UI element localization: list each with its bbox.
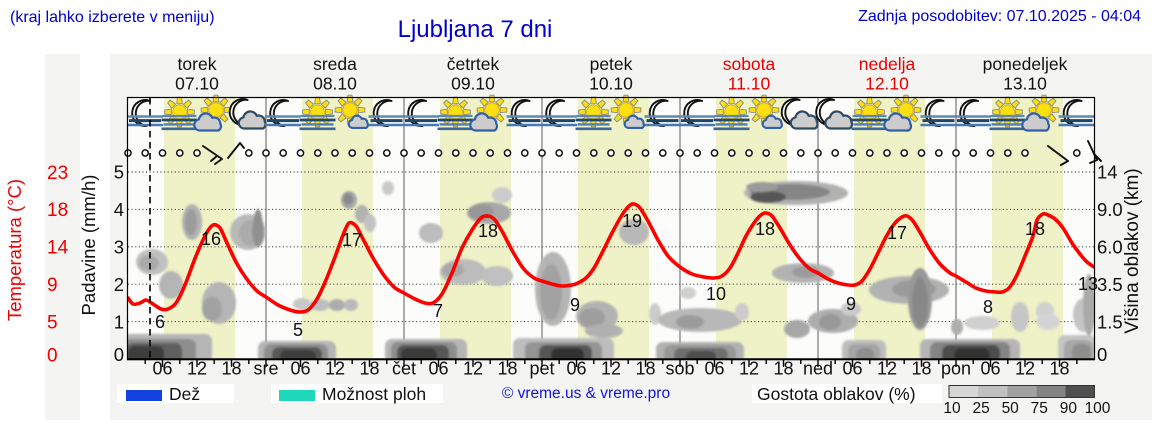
- svg-text:pet: pet: [529, 359, 554, 379]
- svg-text:9: 9: [846, 294, 856, 314]
- svg-text:6: 6: [155, 312, 165, 332]
- svg-text:5: 5: [293, 320, 303, 340]
- svg-text:Temperatura (°C): Temperatura (°C): [4, 179, 25, 321]
- svg-text:Ljubljana 7 dni: Ljubljana 7 dni: [398, 16, 553, 43]
- svg-text:0: 0: [47, 345, 58, 366]
- svg-text:7: 7: [433, 301, 443, 321]
- svg-text:18: 18: [497, 359, 517, 379]
- svg-text:18: 18: [1025, 219, 1045, 239]
- svg-text:18: 18: [47, 200, 68, 221]
- svg-text:5: 5: [47, 312, 58, 333]
- svg-text:9.0: 9.0: [1097, 199, 1123, 220]
- svg-text:3: 3: [114, 237, 124, 258]
- svg-text:90: 90: [1060, 400, 1078, 417]
- svg-text:06: 06: [290, 359, 310, 379]
- svg-text:ponedeljek: ponedeljek: [983, 54, 1068, 74]
- svg-text:čet: čet: [392, 359, 416, 379]
- svg-text:07.10: 07.10: [175, 74, 219, 94]
- svg-text:13: 13: [1078, 274, 1098, 294]
- svg-text:18: 18: [1049, 359, 1069, 379]
- svg-text:18: 18: [359, 359, 379, 379]
- svg-text:9: 9: [47, 275, 58, 296]
- svg-text:Dež: Dež: [169, 384, 200, 404]
- svg-text:1.5: 1.5: [1097, 311, 1123, 332]
- svg-text:nedelja: nedelja: [859, 54, 916, 74]
- svg-text:ned: ned: [803, 359, 833, 379]
- svg-text:(kraj lahko izberete v meniju): (kraj lahko izberete v meniju): [10, 9, 215, 26]
- svg-text:17: 17: [342, 230, 362, 250]
- svg-text:10.10: 10.10: [589, 74, 633, 94]
- svg-text:11.10: 11.10: [728, 74, 771, 94]
- svg-text:25: 25: [972, 400, 989, 417]
- svg-text:75: 75: [1031, 400, 1048, 417]
- svg-text:sreda: sreda: [313, 54, 357, 74]
- svg-text:06: 06: [980, 359, 1000, 379]
- svg-text:18: 18: [635, 359, 655, 379]
- svg-text:18: 18: [755, 219, 775, 239]
- svg-text:16: 16: [201, 229, 221, 249]
- svg-text:2: 2: [114, 274, 124, 295]
- svg-text:Možnost ploh: Možnost ploh: [322, 384, 426, 404]
- svg-text:12.10: 12.10: [865, 74, 909, 94]
- svg-text:08.10: 08.10: [313, 74, 357, 94]
- svg-text:19: 19: [622, 211, 642, 231]
- svg-text:06: 06: [566, 359, 586, 379]
- svg-text:06: 06: [842, 359, 862, 379]
- svg-text:1: 1: [114, 311, 124, 332]
- svg-text:50: 50: [1002, 400, 1020, 417]
- svg-text:3.5: 3.5: [1097, 274, 1123, 295]
- svg-text:06: 06: [428, 359, 448, 379]
- svg-text:14: 14: [1097, 162, 1118, 183]
- svg-text:0: 0: [1097, 344, 1107, 365]
- svg-text:8: 8: [983, 297, 993, 317]
- svg-text:0: 0: [114, 344, 124, 365]
- svg-text:14: 14: [47, 238, 69, 259]
- svg-text:06: 06: [704, 359, 724, 379]
- svg-text:13.10: 13.10: [1003, 74, 1047, 94]
- svg-text:12: 12: [187, 359, 207, 379]
- svg-text:petek: petek: [590, 54, 633, 74]
- svg-text:Zadnja posodobitev: 07.10.2025: Zadnja posodobitev: 07.10.2025 - 04:04: [858, 8, 1141, 25]
- svg-text:pon: pon: [941, 359, 971, 379]
- svg-text:12: 12: [463, 359, 483, 379]
- svg-text:12: 12: [877, 359, 897, 379]
- svg-text:18: 18: [478, 221, 498, 241]
- svg-text:18: 18: [221, 359, 241, 379]
- svg-text:Višina oblakov (km): Višina oblakov (km): [1122, 168, 1143, 333]
- svg-text:10: 10: [943, 400, 961, 417]
- svg-text:100: 100: [1085, 400, 1111, 417]
- svg-text:Gostota oblakov (%): Gostota oblakov (%): [757, 384, 916, 404]
- svg-text:12: 12: [1015, 359, 1035, 379]
- svg-text:5: 5: [114, 162, 124, 183]
- svg-text:sre: sre: [253, 359, 278, 379]
- svg-text:4: 4: [114, 199, 124, 220]
- svg-text:Padavine (mm/h): Padavine (mm/h): [78, 175, 99, 316]
- svg-text:18: 18: [911, 359, 931, 379]
- svg-text:12: 12: [739, 359, 759, 379]
- svg-text:sobota: sobota: [723, 54, 776, 74]
- svg-text:6.0: 6.0: [1097, 237, 1123, 258]
- svg-text:četrtek: četrtek: [447, 54, 500, 74]
- svg-text:torek: torek: [178, 54, 217, 74]
- svg-text:12: 12: [325, 359, 345, 379]
- svg-text:10: 10: [706, 284, 726, 304]
- svg-text:12: 12: [601, 359, 621, 379]
- svg-text:9: 9: [570, 295, 580, 315]
- svg-text:© vreme.us & vreme.pro: © vreme.us & vreme.pro: [502, 385, 670, 402]
- svg-text:06: 06: [152, 359, 172, 379]
- svg-text:18: 18: [773, 359, 793, 379]
- svg-text:17: 17: [887, 223, 907, 243]
- svg-text:09.10: 09.10: [451, 74, 495, 94]
- svg-text:sob: sob: [665, 359, 694, 379]
- svg-text:23: 23: [47, 163, 68, 184]
